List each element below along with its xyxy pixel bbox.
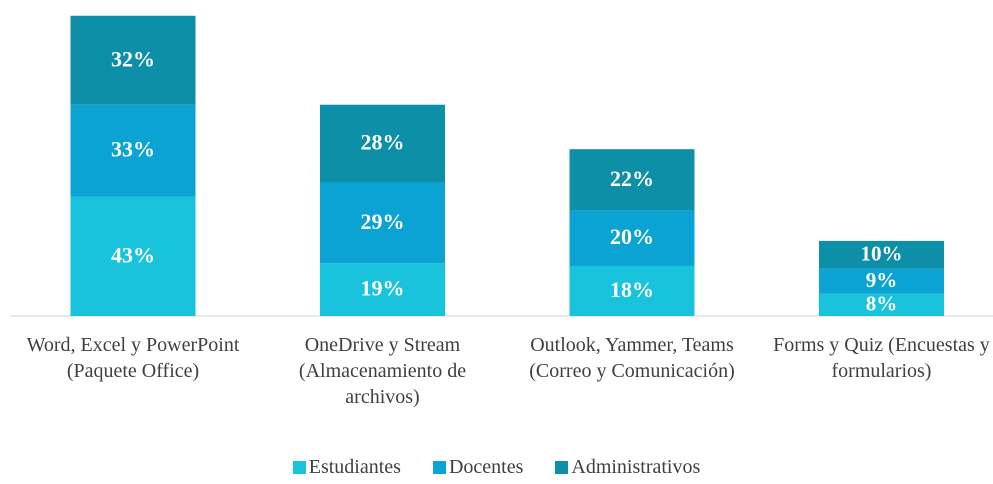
bar-segment bbox=[569, 265, 695, 316]
bar-segment bbox=[70, 15, 196, 105]
legend-item: Administrativos bbox=[555, 456, 700, 479]
x-tick-label: Forms y Quiz (Encuestas y formularios) bbox=[773, 334, 990, 382]
x-tick-label: Word, Excel y PowerPoint (Paquete Office… bbox=[26, 334, 240, 382]
legend-item: Docentes bbox=[432, 456, 524, 479]
bar-segment bbox=[819, 240, 944, 269]
value-label: 19% bbox=[361, 276, 405, 301]
legend-label: Estudiantes bbox=[308, 456, 401, 478]
legend-swatch bbox=[432, 461, 446, 474]
legend-label: Administrativos bbox=[571, 456, 701, 478]
x-tick-label: OneDrive y Stream (Almacenamiento de arc… bbox=[298, 334, 467, 408]
bar-segment bbox=[569, 210, 695, 266]
bar-segment bbox=[320, 263, 445, 316]
value-label: 32% bbox=[111, 46, 155, 71]
legend: Estudiantes Docentes Administrativos bbox=[0, 456, 993, 479]
bar-segment bbox=[320, 182, 445, 264]
bar-segment bbox=[819, 268, 944, 294]
value-label: 18% bbox=[610, 277, 654, 302]
bar-segment bbox=[819, 293, 944, 316]
value-label: 28% bbox=[361, 130, 405, 155]
legend-swatch bbox=[555, 461, 569, 474]
value-label: 43% bbox=[111, 242, 155, 267]
value-label: 8% bbox=[866, 292, 898, 316]
legend-label: Docentes bbox=[448, 456, 524, 478]
value-label: 22% bbox=[610, 166, 654, 191]
value-label: 10% bbox=[861, 242, 903, 266]
value-label: 29% bbox=[361, 209, 405, 234]
legend-item: Estudiantes bbox=[292, 456, 401, 479]
bar-segment bbox=[70, 104, 196, 197]
legend-swatch bbox=[292, 461, 306, 474]
bar-segment bbox=[569, 149, 695, 211]
value-label: 33% bbox=[111, 137, 155, 162]
bar-segment bbox=[320, 104, 445, 183]
x-tick-label: Outlook, Yammer, Teams (Correo y Comunic… bbox=[529, 334, 735, 382]
bar-segment bbox=[70, 196, 196, 316]
value-label: 20% bbox=[610, 224, 654, 249]
value-label: 9% bbox=[866, 268, 898, 292]
